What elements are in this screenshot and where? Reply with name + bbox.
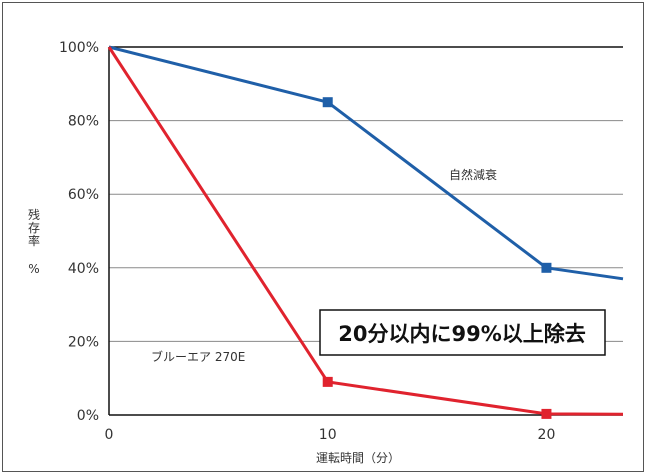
y-axis-title-char-1: 残	[28, 208, 40, 222]
data-point-natural-decay	[541, 262, 552, 273]
series	[107, 45, 624, 419]
annotation-box	[319, 309, 606, 356]
y-tick-label: 40%	[68, 261, 99, 277]
x-axis-title: 運転時間（分）	[316, 451, 400, 465]
data-point-blueair	[322, 376, 333, 387]
axes	[108, 47, 623, 416]
y-axis-title: 残 存 率 %	[28, 208, 40, 276]
grid-lines	[109, 46, 623, 342]
y-axis-title-char-3: 率	[28, 233, 40, 248]
y-tick-label: 60%	[68, 187, 99, 203]
annotation-text: 20分以内に99%以上除去	[338, 322, 586, 346]
series-label-natural-decay: 自然減衰	[449, 167, 497, 182]
x-tick-labels: 0 10 20	[105, 427, 556, 443]
data-point-natural-decay	[322, 97, 333, 108]
y-axis-unit: %	[28, 262, 39, 276]
data-point-blueair	[541, 408, 552, 419]
y-tick-labels: 0% 20% 40% 60% 80% 100%	[59, 40, 99, 424]
y-tick-label: 0%	[77, 408, 99, 424]
y-axis-title-char-2: 存	[28, 221, 40, 235]
series-label-blueair: ブルーエア 270E	[151, 349, 245, 364]
chart-frame: 0% 20% 40% 60% 80% 100% 0 10 20 残 存 率 % 運転時間（分）…	[2, 2, 644, 472]
x-tick-label: 10	[319, 427, 337, 443]
y-tick-label: 100%	[59, 40, 99, 56]
series-line-blueair	[107, 46, 624, 416]
series-line-natural-decay	[108, 45, 624, 281]
x-tick-label: 0	[105, 427, 114, 443]
line-chart: 0% 20% 40% 60% 80% 100% 0 10 20 残 存 率 % 運転時間（分）…	[28, 40, 624, 465]
annotation-callout: 20分以内に99%以上除去	[319, 309, 606, 356]
y-tick-label: 20%	[68, 334, 99, 350]
x-tick-label: 20	[538, 427, 556, 443]
y-tick-label: 80%	[68, 114, 99, 130]
